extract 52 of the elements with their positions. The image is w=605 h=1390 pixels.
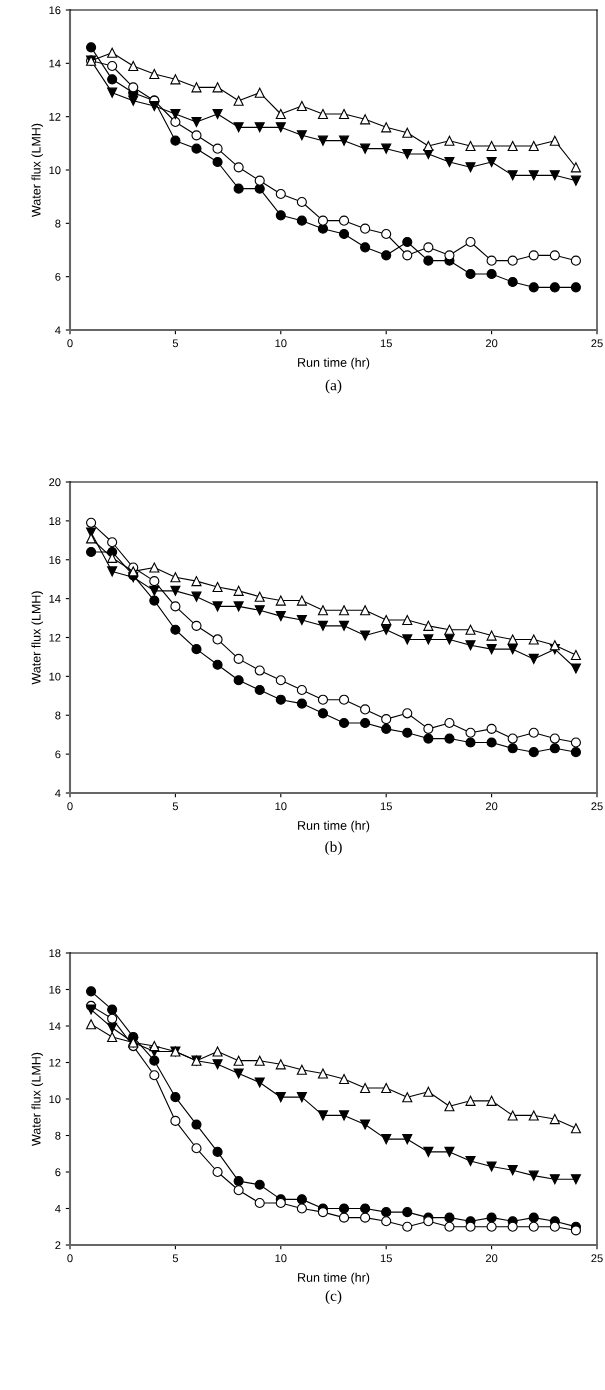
x-tick-label: 25: [591, 1254, 603, 1263]
x-tick-label: 15: [380, 339, 392, 348]
x-tick-label: 0: [67, 802, 73, 811]
y-axis-title: Water flux (LMH): [31, 1052, 44, 1146]
y-tick-label: 6: [55, 750, 61, 759]
y-axis-title: Water flux (LMH): [31, 123, 44, 217]
x-tick-label: 0: [67, 1254, 73, 1263]
x-tick-label: 15: [380, 802, 392, 811]
x-tick-label: 15: [380, 1254, 392, 1263]
y-tick-label: 4: [55, 789, 61, 798]
y-tick-label: 6: [55, 1168, 61, 1177]
x-tick-label: 10: [275, 1254, 287, 1263]
text: (c): [325, 1290, 342, 1305]
x-tick-label: 5: [172, 1254, 179, 1263]
y-axis-title: Water flux (LMH): [31, 591, 44, 685]
y-tick-label: 8: [55, 711, 61, 720]
x-tick-label: 10: [275, 339, 287, 348]
x-tick-label: 5: [172, 339, 179, 348]
y-tick-label: 20: [49, 478, 61, 487]
x-tick-label: 20: [485, 339, 498, 348]
y-tick-label: 18: [49, 949, 61, 958]
y-tick-label: 14: [49, 595, 61, 603]
y-tick-label: 6: [55, 272, 61, 281]
x-axis-title: Run time (hr): [298, 820, 370, 833]
y-tick-label: 16: [49, 556, 61, 564]
y-tick-label: 18: [49, 517, 61, 526]
x-tick-label: 10: [275, 802, 287, 811]
x-axis-title: Run time (hr): [298, 1272, 370, 1285]
y-tick-label: 16: [49, 985, 61, 994]
y-tick-label: 14: [49, 59, 61, 68]
x-tick-label: 5: [172, 802, 179, 811]
y-tick-label: 12: [49, 1058, 61, 1067]
y-tick-label: 4: [55, 1204, 61, 1213]
text: (b): [325, 841, 342, 856]
x-axis-title: Run time (hr): [298, 357, 370, 370]
y-tick-label: 8: [55, 219, 61, 228]
y-tick-label: 4: [55, 326, 61, 335]
x-tick-label: 0: [67, 339, 73, 348]
y-tick-label: 10: [49, 1095, 61, 1104]
y-tick-label: 10: [49, 672, 61, 681]
y-tick-label: 2: [55, 1241, 61, 1250]
x-tick-label: 20: [485, 1254, 498, 1263]
x-tick-label: 25: [591, 339, 603, 348]
text: (a): [325, 379, 342, 394]
y-tick-label: 16: [49, 6, 61, 15]
x-tick-label: 25: [591, 802, 603, 811]
x-tick-label: 20: [485, 802, 498, 811]
y-tick-label: 8: [55, 1131, 61, 1140]
y-tick-label: 12: [49, 112, 61, 121]
y-tick-label: 14: [49, 1022, 61, 1031]
y-tick-label: 10: [49, 166, 61, 175]
y-tick-label: 12: [49, 633, 61, 642]
